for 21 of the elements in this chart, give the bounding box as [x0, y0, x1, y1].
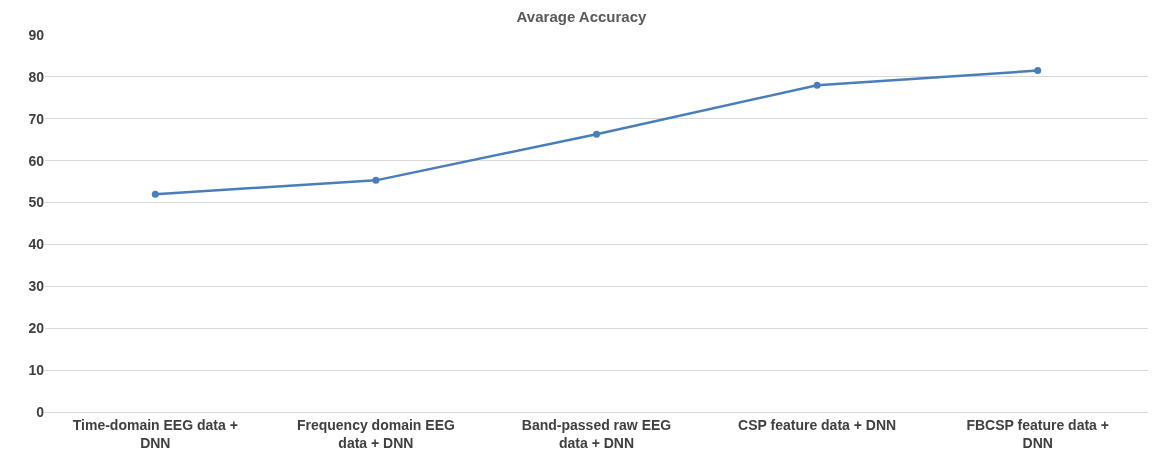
point — [813, 81, 821, 89]
x-tick-label: FBCSP feature data + DNN — [966, 416, 1109, 451]
x-tick-label: CSP feature data + DNN — [738, 416, 897, 433]
point — [593, 130, 600, 138]
point — [1034, 67, 1042, 75]
x-tick-label: Frequency domain EEG data + DNN — [296, 416, 455, 451]
x-tick-label: Band-passed raw EEG data + DNN — [521, 416, 672, 451]
y-tick-label: 60 — [28, 152, 45, 169]
y-tick-label: 0 — [36, 403, 45, 420]
y-tick-label: 50 — [28, 194, 45, 211]
y-tick-label: 30 — [28, 278, 45, 295]
y-tick-label: 10 — [28, 362, 45, 379]
y-tick-label: 40 — [28, 236, 45, 253]
chart-title: Avarage Accuracy — [516, 8, 648, 26]
y-tick-label: 70 — [28, 110, 45, 127]
x-tick-label: Time-domain EEG data + DNN — [72, 416, 238, 451]
y-tick-label: 90 — [28, 26, 45, 43]
y-tick-label: 20 — [28, 320, 45, 337]
point — [151, 190, 159, 198]
y-tick-label: 80 — [28, 68, 45, 85]
point — [372, 176, 380, 184]
